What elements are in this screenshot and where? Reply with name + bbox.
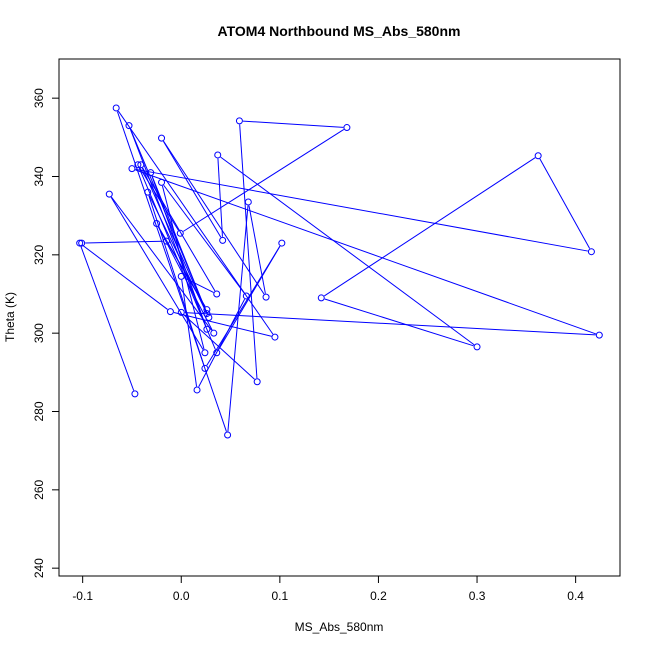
data-point (112, 104, 120, 112)
series-segment (80, 246, 135, 391)
series-segment (239, 124, 258, 379)
data-point (134, 161, 142, 169)
data-point (166, 308, 174, 316)
data-point (153, 220, 161, 227)
series-segment (323, 157, 536, 297)
data-point (193, 386, 201, 394)
y-tick-label: 300 (32, 323, 46, 343)
x-tick-label: 0.2 (370, 589, 387, 603)
data-point (213, 290, 221, 298)
y-tick-label: 320 (32, 245, 46, 265)
data-point (177, 272, 185, 280)
data-point (595, 331, 603, 339)
data-point (203, 325, 211, 333)
data-point (224, 431, 232, 439)
data-point (147, 169, 155, 177)
y-tick-label: 240 (32, 558, 46, 578)
data-point (213, 349, 221, 357)
chart-title: ATOM4 Northbound MS_Abs_580nm (218, 23, 461, 39)
series-segment (110, 196, 204, 350)
y-tick-label: 260 (32, 480, 46, 500)
data-point (534, 152, 542, 160)
data-point (201, 349, 209, 357)
data-point (203, 310, 211, 318)
series-segment (111, 196, 213, 331)
series-segment (135, 168, 588, 252)
series-segment (217, 158, 223, 237)
series-segment (173, 311, 272, 337)
data-point (105, 190, 113, 198)
x-axis-label: MS_Abs_580nm (295, 620, 384, 634)
data-point (210, 329, 218, 337)
series-segment (248, 205, 266, 294)
data-point (317, 294, 325, 302)
data-point (144, 188, 152, 196)
data-point (244, 198, 252, 206)
series-segment (163, 184, 245, 294)
data-point (158, 178, 166, 186)
data-point (214, 151, 222, 159)
series-segment (117, 110, 274, 335)
series-segment (148, 195, 205, 366)
series-points (76, 104, 603, 439)
series-segment (141, 167, 208, 315)
data-point (242, 292, 250, 300)
data-point (262, 293, 270, 301)
data-point (125, 122, 133, 130)
x-tick-label: -0.1 (72, 589, 93, 603)
series-segment (220, 156, 475, 346)
x-tick-label: 0.1 (272, 589, 289, 603)
data-point (201, 364, 209, 372)
data-point (271, 333, 279, 341)
y-axis-label: Theta (K) (3, 292, 17, 342)
data-point (278, 239, 286, 247)
series-segment (539, 158, 591, 249)
data-point (162, 237, 170, 245)
data-point (128, 165, 136, 173)
series-segment (135, 169, 597, 335)
x-tick-label: 0.3 (469, 589, 486, 603)
series-segment (162, 140, 222, 238)
series-segment (227, 205, 249, 432)
series-segment (142, 167, 216, 292)
series-segment (163, 140, 265, 295)
x-tick-label: 0.4 (567, 589, 584, 603)
data-point (176, 229, 184, 237)
y-tick-label: 340 (32, 166, 46, 186)
data-point (203, 306, 211, 314)
data-point (253, 378, 261, 386)
data-point (473, 343, 481, 351)
y-tick-label: 360 (32, 88, 46, 108)
x-axis: -0.1 0.0 0.1 0.2 0.3 0.4 (72, 575, 584, 603)
data-point (219, 236, 227, 244)
series-segment (167, 243, 206, 307)
x-tick-label: 0.0 (173, 589, 190, 603)
series-segment (324, 298, 474, 347)
data-point (131, 390, 139, 398)
data-point (137, 161, 145, 169)
series-segment (184, 312, 596, 336)
series-segment (206, 245, 281, 366)
data-point (235, 117, 243, 125)
series-segment (161, 185, 205, 350)
data-point (587, 248, 595, 256)
series-segment (242, 120, 344, 128)
data-point (78, 239, 86, 247)
data-point (343, 124, 351, 132)
y-axis: 240 260 280 300 320 340 360 (32, 88, 60, 578)
series-segment (85, 240, 163, 244)
data-point (76, 239, 84, 247)
data-point (177, 308, 185, 316)
series-segment (198, 298, 246, 388)
series-segment (181, 279, 198, 387)
series-segment (183, 129, 345, 232)
y-tick-label: 280 (32, 401, 46, 421)
series-segment (116, 111, 227, 432)
data-point (158, 134, 166, 142)
series-lines (80, 110, 597, 432)
data-point (205, 314, 213, 321)
series-segment (82, 244, 168, 310)
